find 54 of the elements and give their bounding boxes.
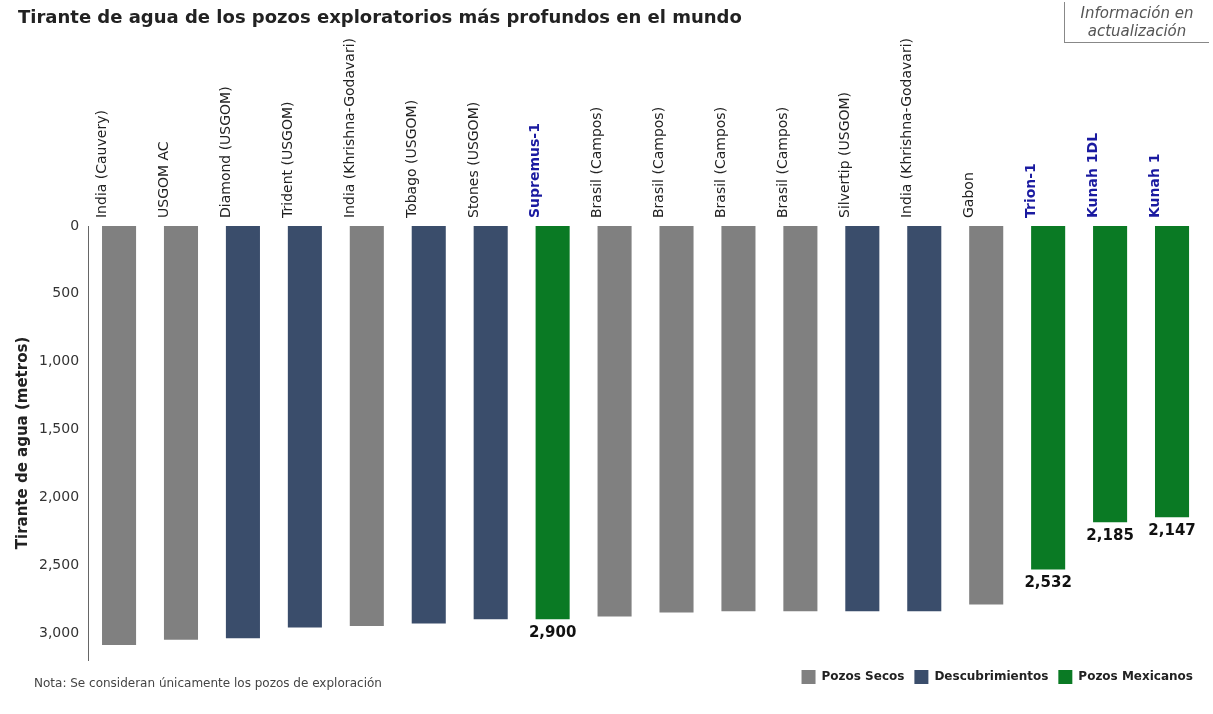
y-tick-label: 2,500 (38, 555, 80, 572)
bar (535, 226, 570, 620)
x-tick-label: Stones (USGOM) (464, 101, 481, 218)
x-tick-label: Kunah 1DL (1083, 132, 1100, 218)
x-tick-label: Diamond (USGOM) (216, 86, 233, 218)
bar (721, 226, 756, 612)
data-label: 2,185 (1086, 525, 1134, 544)
y-axis-title: Tirante de agua (metros) (12, 336, 31, 550)
bar (473, 226, 508, 620)
legend-label: Pozos Secos (821, 669, 905, 684)
x-tick-label: Supremus-1 (526, 123, 543, 218)
text: Información en actualización (1064, 2, 1209, 43)
x-tick-label: Brasil (Campos) (650, 106, 667, 218)
bar (287, 226, 322, 628)
y-tick-label: 0 (70, 216, 80, 233)
y-tick-label: 1,000 (38, 352, 80, 369)
chart-title: Tirante de agua de los pozos exploratorios más profundos en el mundo (18, 6, 742, 27)
bar (163, 226, 199, 640)
y-tick-label: 1,500 (38, 420, 80, 437)
x-tick-label: India (Khrishna-Godavari) (340, 37, 357, 218)
x-tick-label: Brasil (Campos) (712, 106, 729, 218)
x-tick-label: Kunah 1 (1145, 153, 1162, 218)
x-tick-label: Trion-1 (1021, 163, 1038, 218)
y-tick-label: 2,000 (38, 487, 80, 504)
data-label: 2,532 (1024, 572, 1072, 591)
bar (349, 226, 384, 627)
data-label: 2,147 (1148, 520, 1196, 539)
bar (845, 226, 880, 612)
x-tick-label: Tobago (USGOM) (402, 99, 419, 219)
x-tick-label: Silvertip (USGOM) (836, 91, 853, 218)
legend-label: Pozos Mexicanos (1078, 669, 1194, 684)
y-tick-label: 500 (52, 284, 80, 301)
bar (783, 226, 818, 612)
bar (225, 226, 260, 639)
bar (102, 226, 137, 646)
x-tick-label: Brasil (Campos) (588, 106, 605, 218)
x-tick-label: Brasil (Campos) (774, 106, 791, 218)
bar (411, 226, 446, 624)
x-tick-label: India (Cauvery) (92, 110, 109, 218)
bar (1155, 226, 1190, 518)
bar (969, 226, 1004, 605)
bar (1093, 226, 1128, 523)
text: Nota: Se consideran únicamente los pozos de exploración (34, 676, 382, 690)
x-tick-label: Gabon (960, 172, 977, 218)
bar (597, 226, 632, 617)
bar (907, 226, 942, 612)
bar (659, 226, 694, 613)
x-tick-label: Trident (USGOM) (278, 101, 295, 219)
bar (1031, 226, 1066, 570)
x-tick-label: USGOM AC (154, 141, 171, 218)
data-label: 2,900 (528, 622, 577, 641)
legend-label: Descubrimientos (934, 669, 1049, 684)
x-tick-label: India (Khrishna-Godavari) (898, 37, 915, 218)
y-tick-label: 3,000 (38, 623, 80, 640)
